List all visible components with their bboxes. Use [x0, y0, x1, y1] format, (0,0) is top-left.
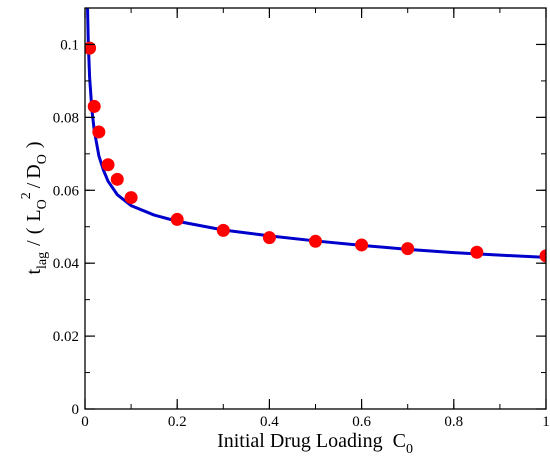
x-axis-title-main: Initial Drug Loading — [217, 430, 383, 452]
plot-area — [83, 8, 550, 262]
y-tick-label: 0.1 — [60, 37, 79, 53]
data-point — [401, 242, 414, 255]
axis-ticks: 0 0.2 0.4 0.6 0.8 1 0 0.02 0.04 0.06 0.08 0.1 — [53, 8, 550, 430]
data-point — [355, 238, 368, 251]
x-axis-title: Initial Drug Loading C0 — [217, 430, 413, 457]
x-tick-label: 0.2 — [168, 414, 187, 430]
y-tick-label: 0.04 — [53, 256, 80, 272]
model-curve — [88, 8, 546, 257]
x-tick-label: 1 — [542, 414, 550, 430]
data-point — [171, 213, 184, 226]
y-title-sep: / — [23, 240, 45, 246]
x-axis-title-sub: 0 — [406, 442, 413, 457]
x-tick-label: 0.8 — [444, 414, 463, 430]
data-point — [263, 231, 276, 244]
y-axis-title: tlag/(LO2/DO) — [19, 141, 50, 274]
y-title-d: D — [23, 164, 45, 178]
data-point — [217, 224, 230, 237]
y-title-l: L — [23, 209, 45, 221]
data-point — [92, 125, 105, 138]
y-title-t-sub: lag — [35, 252, 50, 269]
data-point — [309, 235, 322, 248]
y-tick-label: 0.06 — [53, 183, 80, 199]
data-point — [125, 191, 138, 204]
y-title-slash: / — [23, 182, 45, 188]
x-tick-label: 0 — [81, 414, 89, 430]
y-tick-label: 0 — [72, 402, 80, 418]
y-title-d-sub: O — [35, 154, 50, 164]
data-point — [470, 246, 483, 259]
x-axis-title-var: C — [393, 430, 406, 452]
x-tick-label: 0.6 — [352, 414, 371, 430]
y-tick-label: 0.02 — [53, 329, 79, 345]
data-point — [111, 173, 124, 186]
data-point — [102, 158, 115, 171]
y-title-open: ( — [23, 227, 45, 234]
y-title-l-sup: 2 — [19, 192, 34, 199]
y-title-close: ) — [23, 141, 45, 148]
y-tick-label: 0.08 — [53, 110, 79, 126]
x-tick-label: 0.4 — [260, 414, 279, 430]
data-point — [540, 249, 550, 262]
data-point — [88, 100, 101, 113]
plot-frame — [85, 8, 546, 409]
y-title-l-sub: O — [35, 199, 50, 209]
